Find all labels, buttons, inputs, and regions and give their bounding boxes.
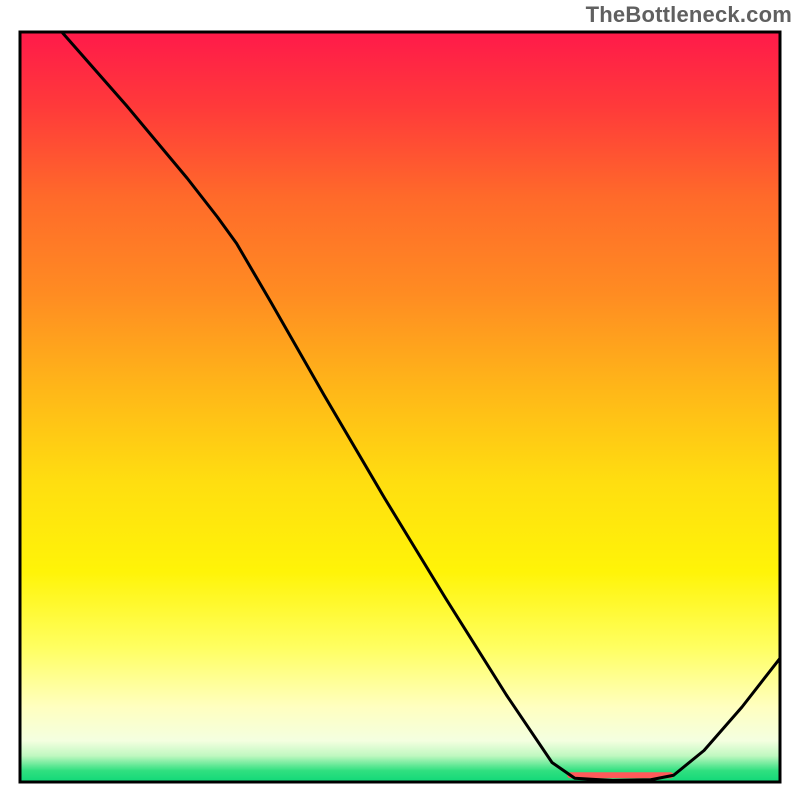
chart-container: TheBottleneck.com (0, 0, 800, 800)
attribution-text: TheBottleneck.com (586, 2, 792, 28)
gradient-background (20, 32, 780, 782)
chart-svg (0, 0, 800, 800)
plot-area (20, 32, 780, 782)
